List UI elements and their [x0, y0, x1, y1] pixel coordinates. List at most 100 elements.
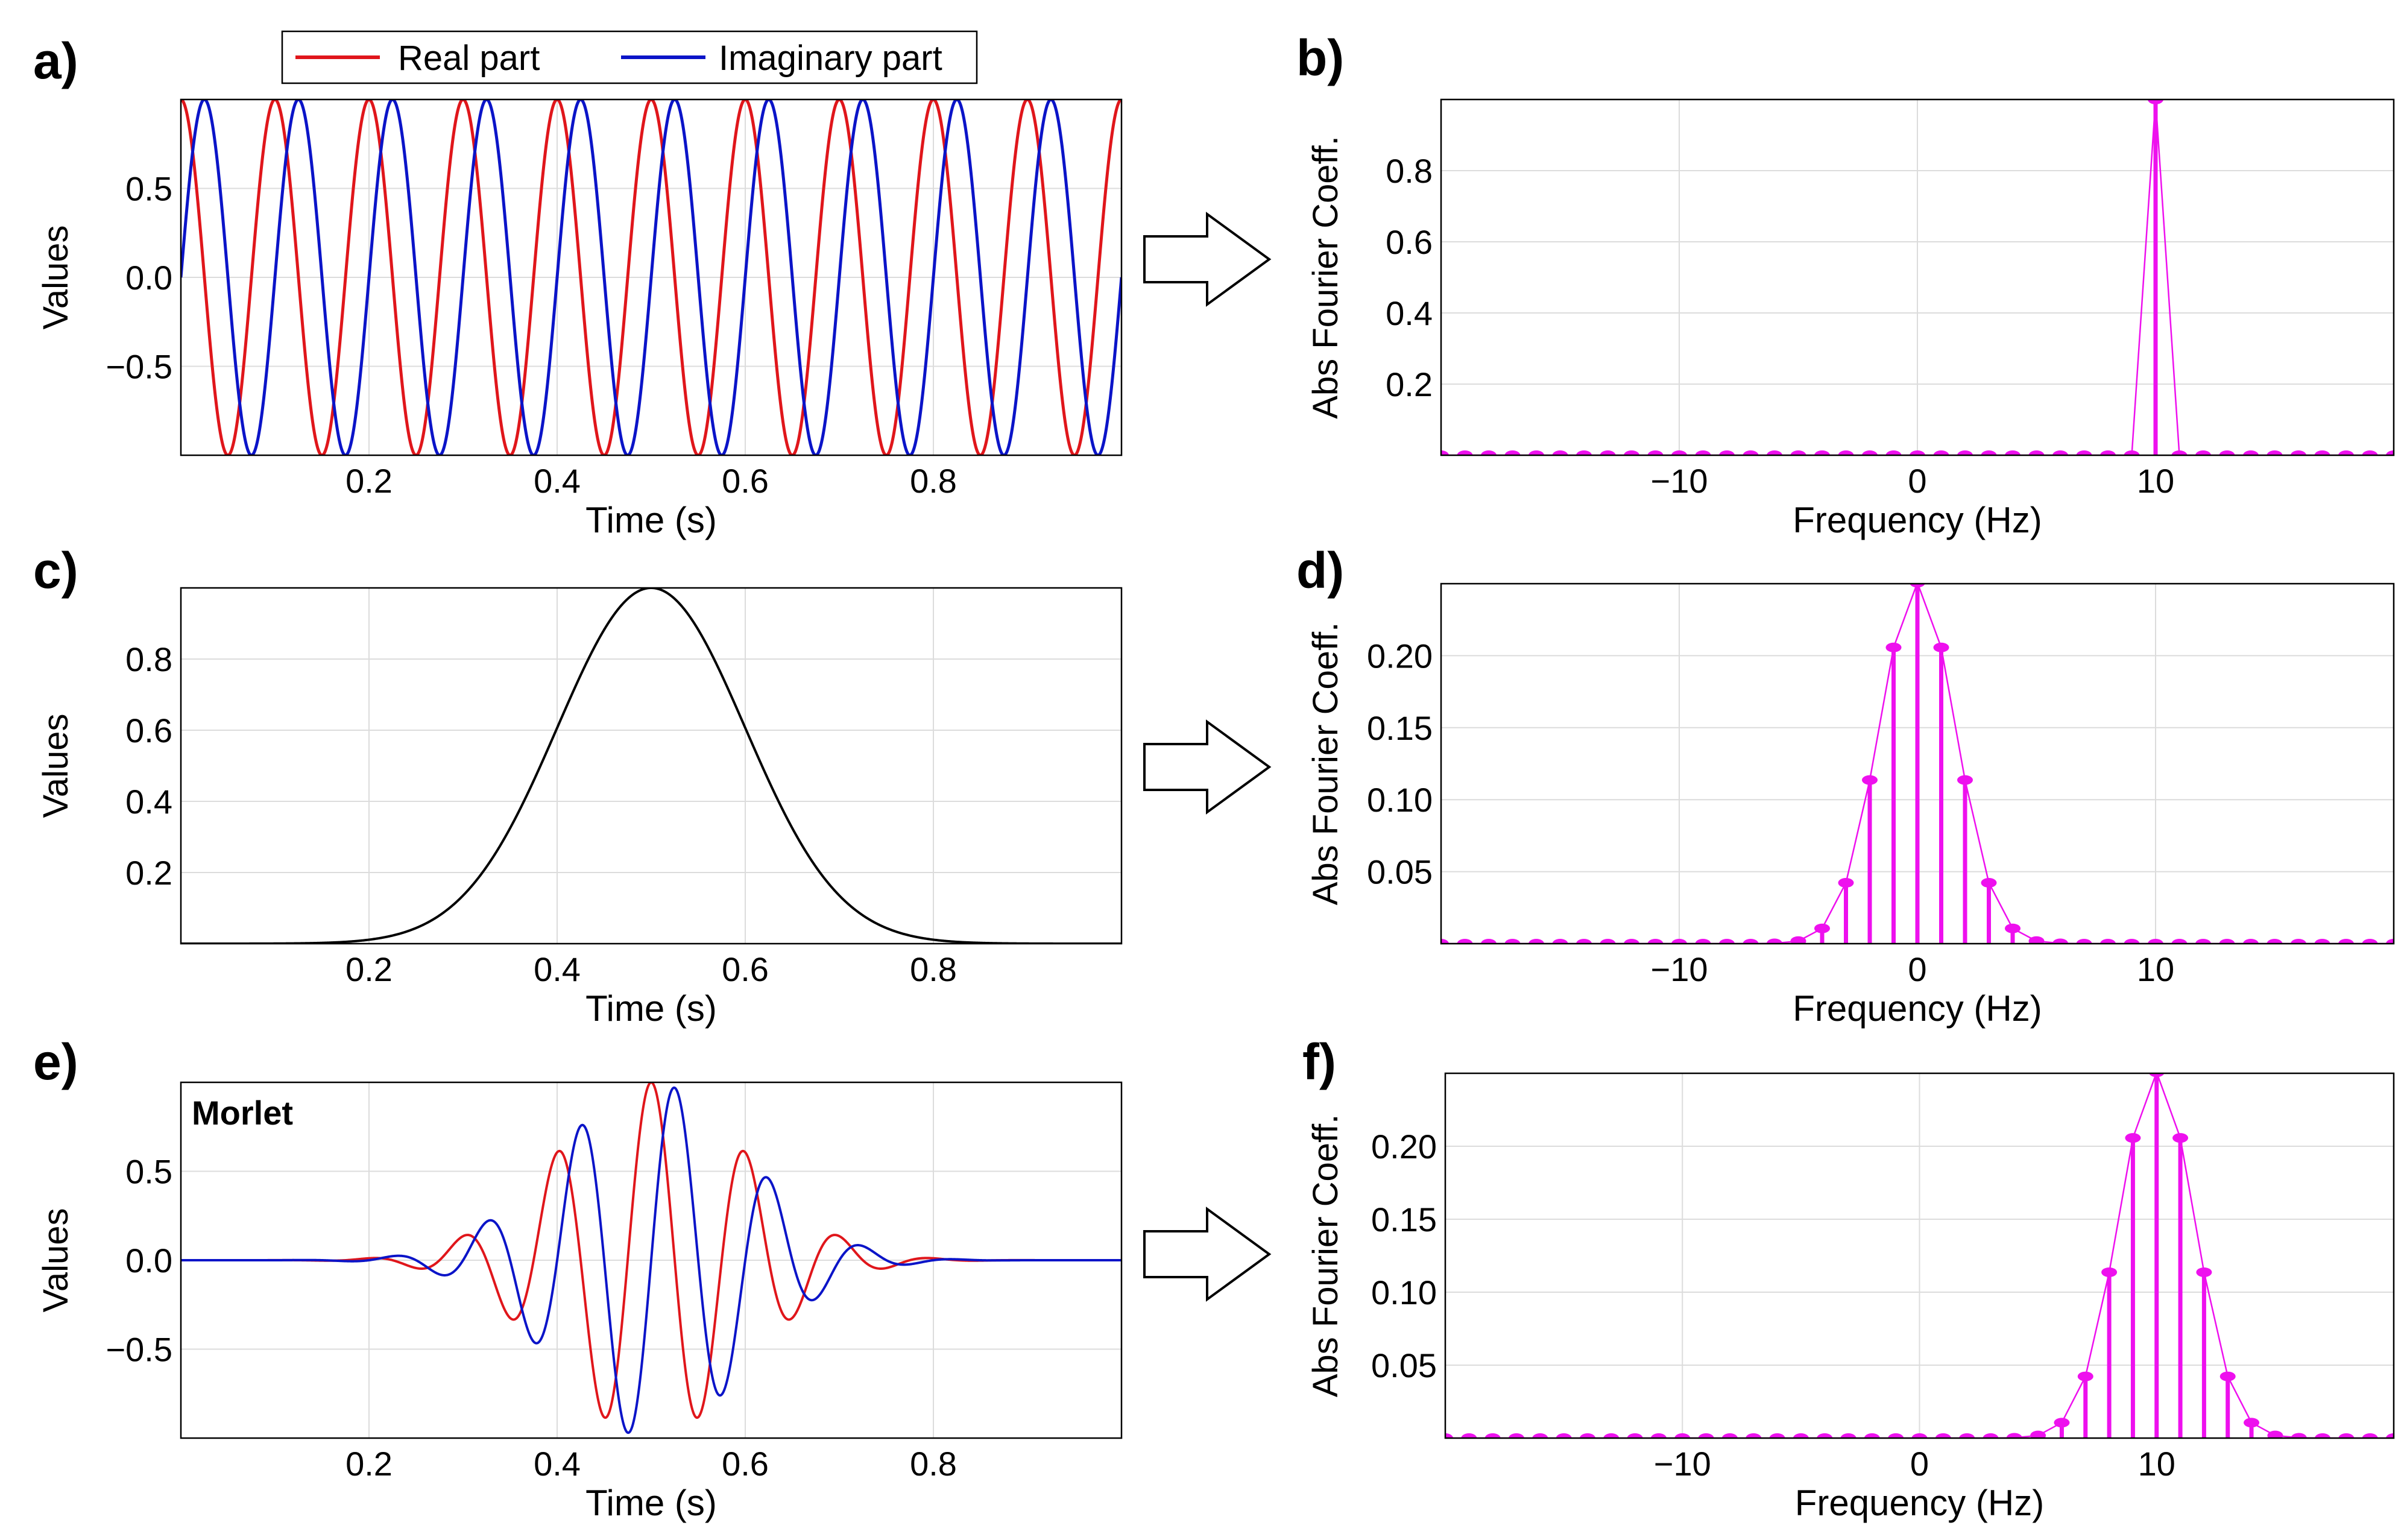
stem-marker-d-8: [2100, 939, 2116, 944]
stem-marker-b-15: [2267, 450, 2283, 455]
stem-marker-f-5: [2030, 1430, 2046, 1438]
stem-marker-f--6: [1769, 1433, 1785, 1438]
panel-a: 0.2 0.4 0.6 0.8 −0.5 0.0 0.5 Time (s) Values a) Re…: [33, 30, 1123, 540]
y-tick-label: 0.5: [125, 170, 172, 208]
stem-marker-f--5: [1793, 1433, 1809, 1438]
annotation-morlet: Morlet: [192, 1094, 293, 1132]
axes-frame-d: [1440, 582, 2395, 945]
panel-label-c: c): [33, 542, 78, 599]
panel-label-a: a): [33, 33, 78, 89]
stem-marker-b-17: [2314, 450, 2330, 455]
stem-marker-f-8: [2101, 1267, 2118, 1277]
stem-marker-d--2: [1862, 775, 1878, 785]
y-tick-label: 0.4: [125, 783, 172, 821]
plot-area-a: [181, 99, 1121, 455]
y-tick-label: 0.5: [125, 1153, 172, 1191]
stem-marker-b-2: [1957, 450, 1973, 455]
stem-marker-b-18: [2338, 450, 2354, 455]
plot-area-e: [181, 1082, 1121, 1434]
x-tick-label: 0.6: [722, 950, 769, 988]
stem-marker-d-19: [2362, 939, 2378, 944]
stem-marker-f-4: [2006, 1433, 2022, 1438]
stem-marker-d-6: [2052, 938, 2068, 944]
stem-marker-d--1: [1885, 642, 1902, 652]
y-axis-label-d: Abs Fourier Coeff.: [1306, 622, 1345, 906]
stem-marker-f--10: [1674, 1433, 1691, 1438]
stem-marker-d--18: [1481, 939, 1497, 944]
stem-marker-b--11: [1647, 450, 1664, 455]
panel-b: −10 0 10 0.2 0.4 0.6 0.8 Frequency (Hz) Abs Four…: [1296, 30, 2395, 540]
x-tick-label: 0: [1908, 462, 1926, 500]
series-e-imag: [181, 1086, 1121, 1434]
stem-marker-f--18: [1484, 1433, 1501, 1438]
stem-marker-b-9: [2124, 450, 2140, 455]
x-axis-label-d: Frequency (Hz): [1793, 988, 2042, 1029]
x-axis-label-f: Frequency (Hz): [1795, 1483, 2044, 1523]
x-axis-label-e: Time (s): [585, 1483, 717, 1523]
stem-marker-d--4: [1814, 923, 1830, 933]
panel-label-f: f): [1302, 1034, 1336, 1090]
stem-marker-f-14: [2244, 1418, 2260, 1428]
series-a-imag: [181, 99, 1121, 455]
arrow-c-to-d: [1143, 719, 1272, 815]
y-tick-label: 0.6: [125, 712, 172, 749]
panel-e: 0.2 0.4 0.6 0.8 −0.5 0.0 0.5 Time (s) Values e) Mo…: [33, 1034, 1123, 1523]
stem-marker-b--7: [1743, 450, 1759, 455]
stem-marker-b--2: [1862, 450, 1878, 455]
stem-marker-b-11: [2171, 450, 2188, 455]
stem-marker-f--20: [1445, 1433, 1453, 1438]
stem-marker-f-6: [2054, 1418, 2070, 1428]
plot-area-d: [1441, 584, 2394, 944]
stem-marker-f-11: [2172, 1133, 2189, 1143]
y-tick-label: 0.8: [1386, 152, 1433, 190]
y-tick-label: −0.5: [106, 348, 172, 386]
y-tick-label: 0.20: [1371, 1128, 1437, 1166]
x-axis-label-b: Frequency (Hz): [1793, 500, 2042, 540]
stem-marker-d--14: [1576, 939, 1592, 944]
y-axis-label-e: Values: [36, 1208, 75, 1312]
stem-marker-d-14: [2243, 939, 2259, 944]
arrow-a-to-b: [1143, 212, 1272, 307]
stem-marker-d--5: [1790, 936, 1806, 944]
series-c-gauss: [181, 588, 1121, 944]
stem-marker-d-2: [1957, 775, 1973, 785]
y-tick-label: 0.2: [125, 854, 172, 892]
stem-marker-f--12: [1627, 1433, 1643, 1438]
plot-area-c: [181, 588, 1121, 944]
stem-marker-b-16: [2291, 450, 2306, 455]
stem-marker-b--4: [1814, 450, 1830, 455]
stem-marker-b-19: [2362, 450, 2378, 455]
stem-marker-f--1: [1888, 1433, 1904, 1438]
stem-marker-b--14: [1576, 450, 1592, 455]
stem-marker-f--14: [1579, 1433, 1595, 1438]
stem-marker-d--10: [1671, 939, 1687, 944]
stem-marker-f-0: [1911, 1433, 1928, 1438]
y-tick-label: 0.4: [1386, 294, 1433, 332]
stem-marker-b-8: [2100, 450, 2116, 455]
stem-marker-b-12: [2195, 450, 2211, 455]
x-axis-label-c: Time (s): [585, 988, 717, 1029]
stem-marker-d-13: [2219, 939, 2235, 944]
panel-label-b: b): [1296, 30, 1344, 86]
stem-marker-f--2: [1864, 1433, 1880, 1438]
stem-envelope-f: [1445, 1073, 2394, 1438]
y-tick-label: 0.8: [125, 640, 172, 678]
stem-marker-d-1: [1933, 642, 1949, 652]
stem-marker-f-13: [2219, 1371, 2236, 1381]
y-axis-label-f: Abs Fourier Coeff.: [1306, 1114, 1345, 1398]
legend: Real part Imaginary part: [281, 30, 978, 84]
stem-marker-b--3: [1838, 450, 1854, 455]
stem-marker-d--12: [1624, 939, 1639, 944]
x-tick-label: 10: [2138, 1445, 2175, 1483]
stem-marker-f--8: [1721, 1433, 1738, 1438]
legend-label-imag: Imaginary part: [719, 39, 942, 78]
stem-marker-d--19: [1457, 939, 1473, 944]
x-tick-label: −10: [1651, 462, 1708, 500]
x-tick-label: −10: [1654, 1445, 1711, 1483]
stem-marker-d-9: [2124, 939, 2140, 944]
stem-marker-f-9: [2125, 1133, 2141, 1143]
legend-label-real: Real part: [398, 39, 540, 78]
stem-marker-b-5: [2028, 450, 2045, 455]
stem-marker-f-12: [2196, 1267, 2212, 1277]
stem-marker-b--20: [1441, 450, 1449, 455]
